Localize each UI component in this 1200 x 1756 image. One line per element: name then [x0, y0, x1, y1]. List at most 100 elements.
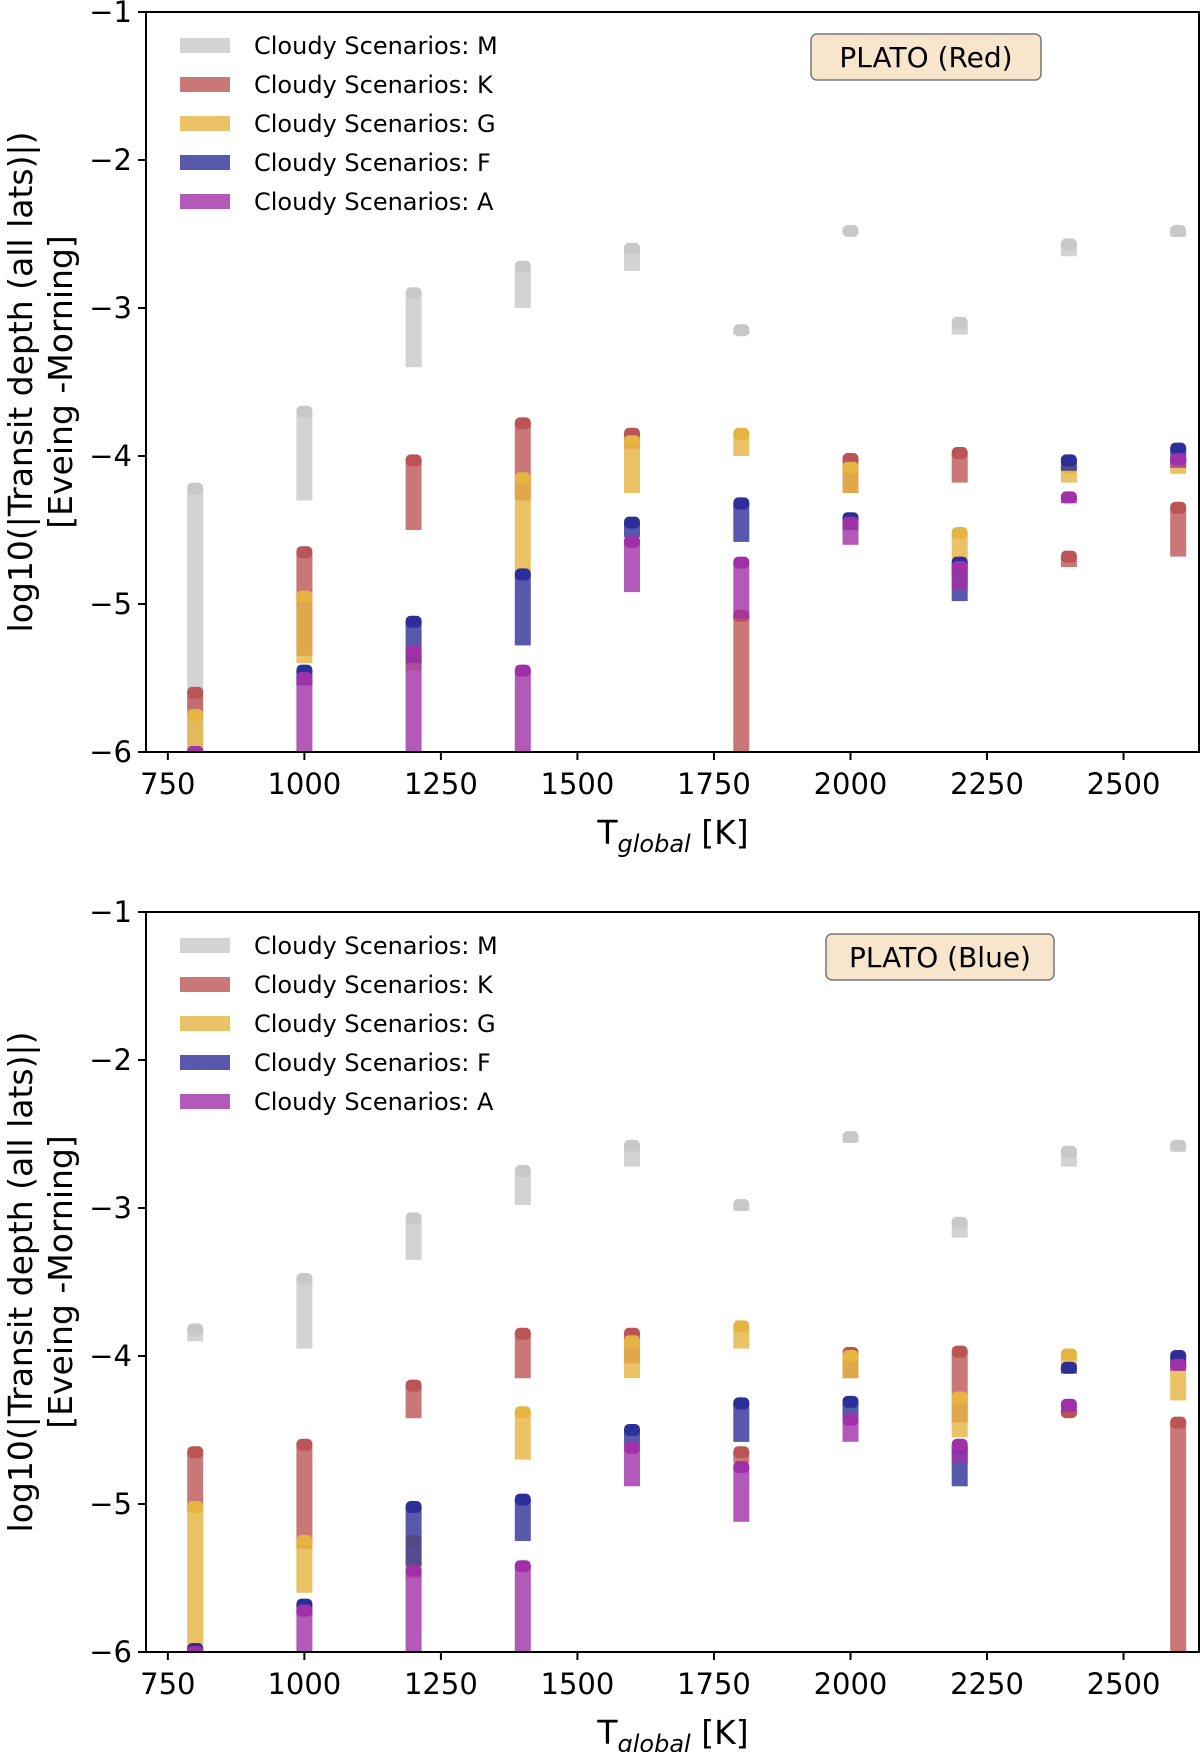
range-bar	[296, 678, 313, 752]
range-bar-cap	[1060, 1398, 1077, 1411]
range-bar	[514, 1171, 531, 1205]
x-tick-label: 1750	[677, 1667, 751, 1701]
y-axis-title-line2: [Eveing -Morning]	[41, 235, 80, 528]
range-bar	[1170, 1422, 1187, 1652]
legend-label: Cloudy Scenarios: A	[254, 188, 494, 216]
instrument-badge-label: PLATO (Red)	[839, 41, 1012, 74]
y-tick-label: −2	[89, 1043, 132, 1077]
range-bar	[842, 467, 859, 493]
legend-label: Cloudy Scenarios: G	[254, 110, 496, 138]
range-bar	[405, 1385, 422, 1419]
range-bar-cap	[733, 556, 750, 569]
range-bar-cap	[1060, 1348, 1077, 1361]
y-tick-label: −2	[89, 143, 132, 177]
range-bar-cap	[405, 1212, 422, 1225]
range-bar	[733, 562, 750, 619]
range-bar-cap	[296, 1535, 313, 1547]
series-G	[187, 1320, 1187, 1652]
range-bar-cap	[296, 1273, 313, 1285]
range-bar-cap	[733, 427, 750, 440]
range-bar	[624, 1447, 640, 1487]
legend-swatch	[180, 77, 230, 92]
range-bar	[405, 651, 422, 752]
x-tick-label: 1250	[404, 767, 478, 801]
range-bar	[296, 1279, 313, 1349]
range-bar-cap	[951, 561, 968, 573]
series-M	[187, 225, 1187, 752]
range-bar-cap	[514, 260, 531, 273]
legend-swatch	[180, 194, 230, 209]
legend-label: Cloudy Scenarios: F	[254, 1049, 491, 1077]
legend: Cloudy Scenarios: M Cloudy Scenarios: K Cl…	[180, 32, 498, 216]
range-bar	[514, 478, 531, 575]
range-bar-cap	[1060, 1145, 1077, 1158]
x-tick-label: 750	[140, 767, 195, 801]
range-bar-cap	[1060, 550, 1077, 563]
y-axis-title-line1: log10(|Transit depth (all lats)|)	[1, 132, 40, 633]
range-bar-cap	[405, 1379, 422, 1392]
range-bar-cap	[405, 1501, 422, 1513]
range-bar-cap	[733, 497, 750, 510]
range-bar-cap	[514, 1406, 531, 1419]
range-bar-cap	[624, 1424, 640, 1436]
series-A	[187, 1358, 1187, 1652]
range-bar-cap	[187, 1446, 204, 1459]
range-bar	[296, 1541, 313, 1593]
range-bar-cap	[296, 546, 313, 559]
x-tick-label: 2250	[950, 767, 1024, 801]
data-series-group	[187, 225, 1187, 752]
range-bar-cap	[624, 1335, 640, 1348]
range-bar-cap	[733, 324, 750, 337]
x-tick-label: 2000	[814, 1667, 888, 1701]
range-bar-cap	[187, 1501, 204, 1513]
x-tick-label: 2000	[814, 767, 888, 801]
legend-swatch	[180, 1094, 230, 1109]
legend-swatch	[180, 938, 230, 953]
plot-frame	[145, 911, 1200, 1653]
legend-swatch	[180, 1055, 230, 1070]
range-bar-cap	[624, 242, 640, 255]
legend-swatch	[180, 116, 230, 131]
legend-swatch	[180, 977, 230, 992]
series-M	[187, 1131, 1187, 1349]
range-bar-cap	[624, 435, 640, 448]
range-bar-cap	[514, 1493, 531, 1506]
y-tick-label: −5	[89, 1487, 132, 1521]
range-bar-cap	[514, 568, 531, 581]
range-bar-cap	[187, 686, 204, 699]
range-bar	[514, 266, 531, 308]
range-bar	[405, 1218, 422, 1260]
instrument-badge	[810, 33, 1042, 81]
range-bar-cap	[1060, 454, 1077, 467]
range-bar-cap	[296, 405, 313, 418]
range-bar-cap	[514, 1165, 531, 1177]
range-bar-cap	[733, 1320, 750, 1333]
range-bar-cap	[624, 1139, 640, 1152]
range-bar-cap	[296, 1604, 313, 1617]
series-A	[187, 453, 1187, 752]
range-bar	[296, 1610, 313, 1652]
data-series-group	[187, 1131, 1187, 1652]
legend-swatch	[180, 38, 230, 53]
x-tick-label: 1000	[267, 1667, 341, 1701]
range-bar	[951, 1397, 968, 1438]
range-bar-cap	[405, 615, 422, 628]
range-bar-cap	[951, 527, 968, 539]
range-bar	[187, 715, 204, 752]
y-tick-label: −6	[89, 1635, 132, 1669]
range-bar-cap	[733, 1446, 750, 1459]
x-tick-label: 1500	[541, 767, 615, 801]
range-bar-cap	[951, 1216, 968, 1229]
y-tick-label: −6	[89, 735, 132, 769]
range-bar	[514, 1333, 531, 1379]
range-bar-cap	[187, 746, 204, 752]
range-bar-cap	[842, 1350, 859, 1362]
range-bar-cap	[187, 482, 204, 495]
range-bar-cap	[1060, 491, 1077, 504]
range-bar-cap	[842, 461, 859, 474]
range-bar-cap	[514, 472, 531, 485]
legend-swatch	[180, 155, 230, 170]
x-tick-label: 2250	[950, 1667, 1024, 1701]
range-bar-cap	[405, 1564, 422, 1577]
